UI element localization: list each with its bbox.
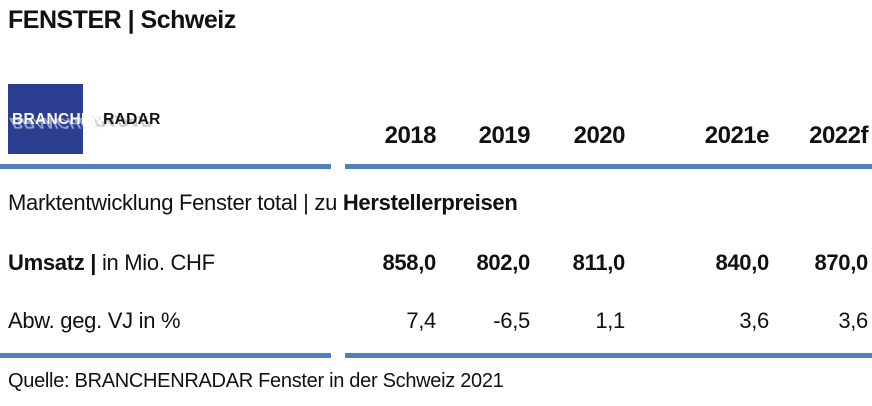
- section-title: Marktentwicklung Fenster total | zu Hers…: [8, 190, 518, 216]
- top-rule-right-segment: [345, 164, 872, 169]
- abw-value-2018: 7,4: [406, 308, 436, 333]
- row-label-umsatz-unit: in Mio. CHF: [101, 250, 215, 275]
- year-header-2018: 2018: [384, 122, 437, 149]
- table-row-abweichung: Abw. geg. VJ in % 7,4 -6,5 1,1 3,6 3,6: [0, 308, 872, 334]
- abw-value-2020: 1,1: [595, 308, 625, 333]
- abw-value-2021e: 3,6: [739, 308, 769, 333]
- row-label-umsatz-bold: Umsatz |: [8, 250, 102, 275]
- umsatz-value-2022f: 870,0: [814, 250, 868, 275]
- umsatz-value-2021e: 840,0: [715, 250, 769, 275]
- row-label-abweichung: Abw. geg. VJ in %: [8, 308, 181, 333]
- section-title-regular: Marktentwicklung Fenster total | zu: [8, 190, 343, 215]
- logo-wordmark-branchen: BRANCHEN: [12, 111, 104, 128]
- umsatz-value-2019: 802,0: [476, 250, 530, 275]
- year-header-row: 2018 2019 2020 2021e 2022f: [0, 122, 872, 150]
- bottom-rule-right-segment: [345, 353, 872, 358]
- logo-wordmark: BRANCHENRADAR: [12, 111, 161, 129]
- top-rule-left-segment: [0, 164, 331, 169]
- logo-wordmark-radar: RADAR: [103, 111, 161, 128]
- abw-value-2019: -6,5: [493, 308, 530, 333]
- year-header-2022f: 2022f: [809, 122, 868, 149]
- umsatz-value-2018: 858,0: [382, 250, 436, 275]
- row-label-umsatz: Umsatz | in Mio. CHF: [8, 250, 340, 276]
- umsatz-value-2020: 811,0: [572, 250, 626, 275]
- bottom-rule-left-segment: [0, 353, 331, 358]
- year-header-2020: 2020: [573, 122, 626, 149]
- section-title-bold: Herstellerpreisen: [342, 190, 518, 215]
- branchenradar-logo: [8, 84, 83, 154]
- table-row-umsatz: Umsatz | in Mio. CHF 858,0 802,0 811,0 8…: [0, 250, 872, 276]
- year-header-2021e: 2021e: [704, 122, 770, 149]
- year-header-2019: 2019: [478, 122, 531, 149]
- page-title: FENSTER | Schweiz: [8, 6, 236, 34]
- abw-value-2022f: 3,6: [838, 308, 868, 333]
- source-citation: Quelle: BRANCHENRADAR Fenster in der Sch…: [8, 370, 504, 392]
